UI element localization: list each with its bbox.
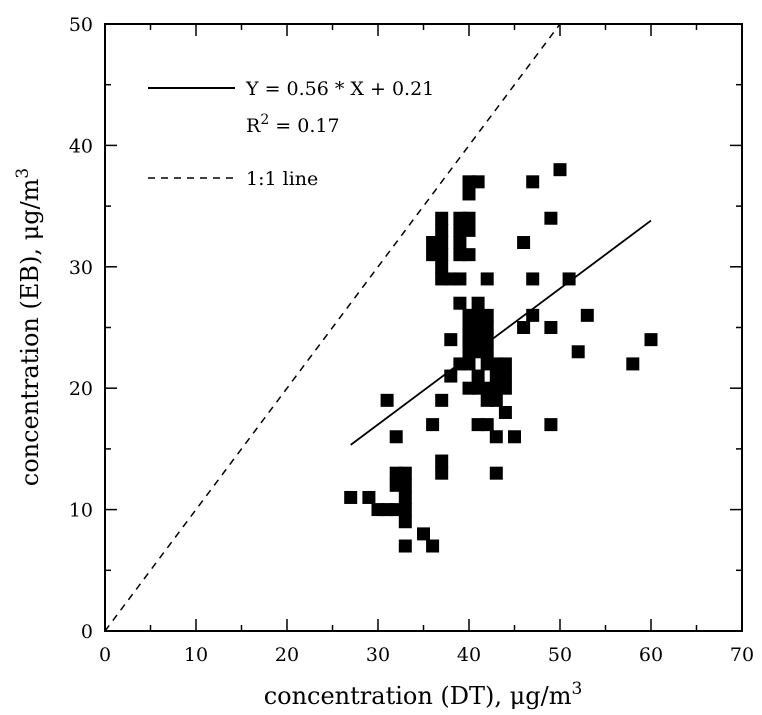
legend-identity-label: 1:1 line bbox=[246, 168, 318, 190]
data-point bbox=[471, 369, 485, 383]
data-point bbox=[435, 236, 449, 250]
data-point bbox=[526, 175, 540, 189]
x-tick-label: 30 bbox=[366, 644, 390, 666]
data-point bbox=[435, 466, 449, 480]
data-point bbox=[398, 503, 412, 517]
data-point bbox=[498, 381, 512, 395]
legend-regression-label: Y = 0.56 * X + 0.21 bbox=[245, 78, 434, 100]
data-point bbox=[435, 454, 449, 468]
data-point bbox=[471, 296, 485, 310]
data-point bbox=[435, 393, 449, 407]
data-point bbox=[580, 308, 594, 322]
data-point bbox=[462, 187, 476, 201]
data-point bbox=[435, 248, 449, 262]
data-point bbox=[480, 308, 494, 322]
data-point bbox=[398, 515, 412, 529]
data-point bbox=[526, 272, 540, 286]
data-point bbox=[644, 333, 658, 347]
data-point bbox=[417, 527, 430, 541]
data-point bbox=[426, 418, 440, 432]
fit-lines bbox=[104, 23, 652, 632]
data-point bbox=[517, 236, 531, 250]
data-point bbox=[426, 539, 440, 553]
data-point bbox=[471, 175, 485, 189]
axis-ticks bbox=[104, 23, 743, 632]
data-point bbox=[435, 223, 449, 237]
data-point bbox=[489, 430, 503, 444]
data-point bbox=[380, 393, 394, 407]
data-point bbox=[398, 539, 412, 553]
x-tick-label: 0 bbox=[99, 644, 111, 666]
data-point bbox=[389, 430, 403, 444]
x-tick-label: 20 bbox=[275, 644, 299, 666]
data-point bbox=[544, 418, 558, 432]
data-point bbox=[344, 490, 358, 504]
y-tick-label: 30 bbox=[69, 257, 93, 279]
data-point bbox=[398, 466, 412, 480]
y-tick-label: 40 bbox=[69, 135, 93, 157]
x-tick-label: 50 bbox=[548, 644, 572, 666]
data-point bbox=[453, 272, 467, 286]
data-point bbox=[435, 211, 449, 225]
identity-line bbox=[104, 23, 561, 632]
x-tick-label: 10 bbox=[184, 644, 208, 666]
data-point bbox=[480, 321, 494, 334]
x-tick-label: 60 bbox=[639, 644, 663, 666]
data-point bbox=[462, 248, 476, 262]
y-tick-label: 20 bbox=[69, 378, 93, 400]
data-point bbox=[435, 260, 449, 274]
y-tick-label: 50 bbox=[69, 14, 93, 36]
x-axis-title: concentration (DT), μg/m3 bbox=[264, 679, 583, 710]
data-point bbox=[517, 321, 531, 334]
data-point bbox=[498, 405, 512, 419]
data-point bbox=[444, 333, 458, 347]
data-point bbox=[480, 418, 494, 432]
y-tick-label: 0 bbox=[81, 621, 93, 643]
data-point bbox=[362, 490, 376, 504]
data-point bbox=[553, 163, 567, 177]
data-point bbox=[489, 393, 503, 407]
data-point bbox=[626, 357, 640, 371]
data-point bbox=[562, 272, 576, 286]
data-point bbox=[480, 272, 494, 286]
data-point bbox=[544, 211, 558, 225]
y-axis-title: concentration (EB), μg/m3 bbox=[13, 168, 44, 487]
data-point bbox=[571, 345, 585, 359]
data-point bbox=[444, 369, 458, 383]
data-point bbox=[462, 357, 476, 371]
data-point bbox=[398, 478, 412, 492]
data-point bbox=[526, 308, 540, 322]
data-point bbox=[498, 369, 512, 383]
x-tick-label: 40 bbox=[457, 644, 481, 666]
data-point bbox=[498, 357, 512, 371]
data-point bbox=[489, 466, 503, 480]
data-point bbox=[544, 321, 558, 334]
data-point bbox=[480, 333, 494, 347]
y-tick-label: 10 bbox=[69, 500, 93, 522]
data-point bbox=[398, 490, 412, 504]
data-point bbox=[453, 236, 467, 250]
data-point bbox=[480, 345, 494, 359]
legend-r2-label: R2 = 0.17 bbox=[246, 112, 340, 137]
data-point bbox=[462, 223, 476, 237]
x-tick-label: 70 bbox=[730, 644, 754, 666]
data-point bbox=[462, 211, 476, 225]
data-point bbox=[508, 430, 521, 444]
legend: Y = 0.56 * X + 0.21 R2 = 0.17 1:1 line bbox=[148, 78, 434, 190]
data-point bbox=[453, 296, 467, 310]
regression-line bbox=[350, 219, 652, 446]
data-points bbox=[344, 163, 658, 553]
tick-labels: 0 10 20 30 40 50 60 70 0 10 20 30 40 50 bbox=[69, 14, 754, 666]
